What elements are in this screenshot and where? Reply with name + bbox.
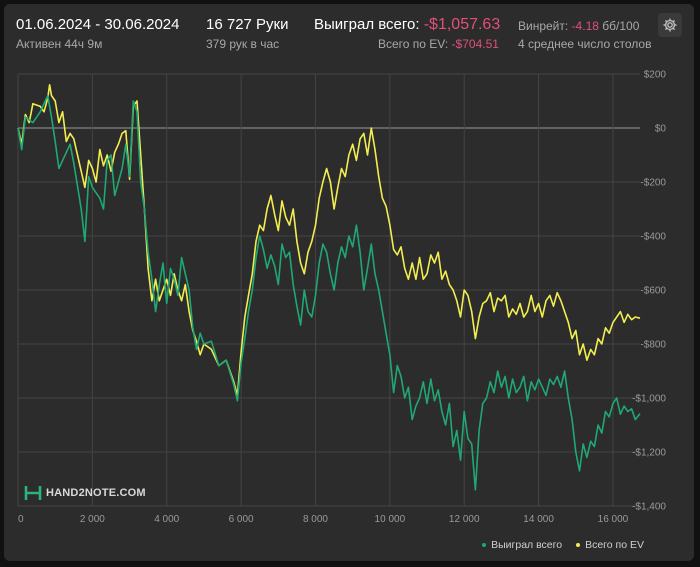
series (17, 84, 641, 491)
x-axis: 0 2 000 4 000 6 000 8 000 10 000 12 000 14 000 1… (18, 514, 629, 525)
x-tick-label: 14 000 (523, 514, 554, 525)
y-tick-label: -$1,000 (632, 394, 666, 405)
settings-button[interactable] (658, 13, 682, 37)
legend-marker-won (482, 543, 487, 547)
x-tick-label: 10 000 (375, 514, 406, 525)
y-tick-label: -$1,400 (632, 502, 666, 513)
y-tick-label: -$1,200 (632, 448, 666, 459)
grid (17, 73, 640, 507)
winrate: Винрейт: -4.18 бб/100 (518, 19, 639, 33)
x-tick-label: 16 000 (598, 514, 629, 525)
ev-value: -$704.51 (451, 37, 499, 51)
legend-item-won[interactable]: Выиграл всего (482, 539, 562, 551)
winrate-value: -4.18 (571, 19, 599, 33)
bankroll-chart: 0 2 000 4 000 6 000 8 000 10 000 12 000 14 000 1… (17, 70, 666, 525)
won-value: -$1,057.63 (423, 16, 501, 33)
gear-icon (663, 18, 677, 32)
y-tick-label: $0 (655, 124, 667, 135)
ev-total: Всего по EV: -$704.51 (378, 37, 499, 51)
winrate-label: Винрейт: (518, 19, 569, 33)
y-tick-label: -$400 (640, 232, 666, 243)
hand2note-logo: HAND2NOTE.COM (24, 484, 146, 502)
active-time: Активен 44ч 9м (16, 37, 103, 51)
y-tick-label: $200 (644, 70, 667, 81)
series-line-won (17, 94, 641, 491)
legend-label-won: Выиграл всего (491, 539, 563, 551)
date-range: 01.06.2024 - 30.06.2024 (16, 16, 180, 33)
x-tick-label: 6 000 (229, 514, 254, 525)
series-line-ev (17, 84, 641, 397)
hands-per-hour: 379 рук в час (206, 37, 280, 51)
legend-item-ev[interactable]: Всего по EV (576, 539, 644, 551)
logo-text: HAND2NOTE.COM (46, 487, 146, 499)
x-tick-label: 4 000 (154, 514, 179, 525)
y-tick-label: -$800 (640, 340, 666, 351)
hand2note-logo-icon (24, 486, 42, 500)
legend-marker-ev (576, 543, 581, 547)
ev-label: Всего по EV: (378, 37, 449, 51)
won-total: Выиграл всего: -$1,057.63 (314, 16, 500, 34)
y-tick-label: -$200 (640, 178, 666, 189)
x-tick-label: 12 000 (449, 514, 480, 525)
y-axis: $200 $0 -$200 -$400 -$600 -$800 -$1,000 -$1,200… (632, 70, 666, 513)
hands-count: 16 727 Руки (206, 16, 289, 33)
won-label: Выиграл всего: (314, 16, 420, 33)
y-tick-label: -$600 (640, 286, 666, 297)
tables-average: 4 среднее число столов (518, 37, 652, 51)
x-tick-label: 8 000 (303, 514, 328, 525)
graph-panel: 01.06.2024 - 30.06.2024 Активен 44ч 9м 1… (4, 4, 694, 561)
chart-legend: Выиграл всего Всего по EV (482, 539, 644, 551)
x-tick-label: 0 (18, 514, 24, 525)
x-tick-label: 2 000 (80, 514, 105, 525)
winrate-unit: бб/100 (602, 19, 640, 33)
legend-label-ev: Всего по EV (585, 539, 644, 551)
